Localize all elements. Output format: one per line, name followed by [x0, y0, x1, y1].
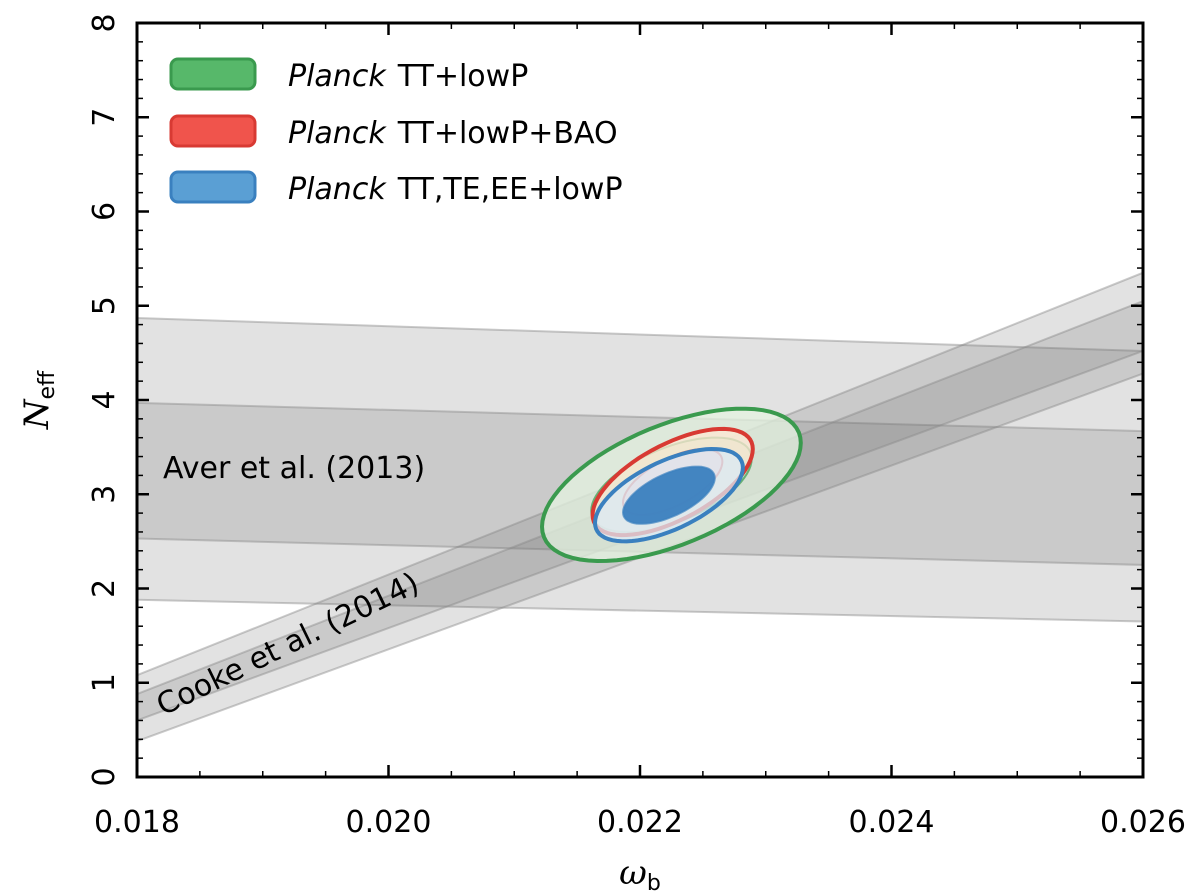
- plot-area: [137, 271, 1143, 743]
- y-axis-title: Neff: [17, 370, 60, 430]
- y-tick-label: 3: [87, 485, 122, 504]
- y-tick-label: 8: [87, 13, 122, 32]
- legend-swatch-edge-tt-lowp-bao: [169, 114, 257, 148]
- legend-swatch-tt-lowp-bao: [171, 116, 255, 146]
- legend-swatch-edge-tt-te-ee-lowp: [169, 170, 257, 204]
- x-tick-label: 0.020: [346, 805, 432, 840]
- legend-swatch-edge-tt-lowp: [169, 57, 257, 91]
- axis-tick-labels: 0.018 0.020 0.022 0.024 0.026 0 1 2 3 4 5 6 7 8: [87, 13, 1186, 840]
- x-axis-title: ωb: [619, 853, 661, 895]
- legend-entry-tt-lowp: Planck TT+lowP: [169, 57, 528, 94]
- x-tick-label: 0.024: [849, 805, 935, 840]
- legend-entry-tt-lowp-bao: Planck TT+lowP+BAO: [169, 114, 618, 151]
- legend-label-tt-lowp: Planck TT+lowP: [288, 59, 528, 94]
- x-tick-label: 0.018: [94, 805, 180, 840]
- contour-regions: [539, 406, 803, 564]
- plot-frame: [135, 21, 1145, 779]
- y-tick-label: 7: [87, 108, 122, 127]
- y-tick-label: 0: [87, 767, 122, 786]
- legend-swatch-tt-lowp: [171, 59, 255, 89]
- y-tick-label: 2: [87, 579, 122, 598]
- y-tick-label: 4: [87, 390, 122, 409]
- annotation-aver: Aver et al. (2013): [163, 451, 425, 486]
- x-tick-label: 0.026: [1100, 805, 1186, 840]
- y-tick-label: 5: [87, 296, 122, 315]
- legend-label-tt-lowp-bao: Planck TT+lowP+BAO: [288, 116, 618, 151]
- legend-swatch-tt-te-ee-lowp: [171, 172, 255, 202]
- legend-label-tt-te-ee-lowp: Planck TT,TE,EE+lowP: [288, 172, 623, 207]
- x-tick-label: 0.022: [597, 805, 683, 840]
- contour-tt-te-ee-lowp-68: [621, 465, 716, 525]
- y-tick-label: 1: [87, 673, 122, 692]
- y-tick-label: 6: [87, 202, 122, 221]
- legend-entry-tt-te-ee-lowp: Planck TT,TE,EE+lowP: [169, 170, 623, 207]
- legend: Planck TT+lowP Planck TT+lowP+BAO Planck TT…: [169, 57, 623, 207]
